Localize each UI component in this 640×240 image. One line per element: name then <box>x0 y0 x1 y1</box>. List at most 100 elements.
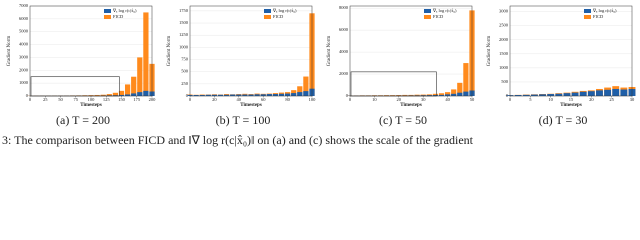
bar <box>547 94 555 96</box>
y-tick-label: 1000 <box>179 44 189 49</box>
bar <box>137 92 143 96</box>
x-tick-label: 25 <box>43 97 48 102</box>
subplot-caption: (d) T = 30 <box>539 113 588 127</box>
x-tick-label: 0 <box>349 97 352 102</box>
bar <box>457 82 463 96</box>
y-tick-label: 3000 <box>499 9 509 14</box>
x-tick-label: 40 <box>237 97 242 102</box>
x-axis-label: Timesteps <box>400 103 422 108</box>
x-tick-label: 15 <box>569 97 574 102</box>
bar <box>612 88 620 96</box>
bar <box>463 63 469 96</box>
y-tick-label: 250 <box>181 81 189 86</box>
x-tick-label: 50 <box>470 97 475 102</box>
y-tick-label: 3000 <box>19 54 29 59</box>
bar <box>432 93 439 96</box>
bar <box>579 91 587 96</box>
x-tick-label: 5 <box>529 97 532 102</box>
y-tick-label: 0 <box>346 93 349 98</box>
bar <box>438 94 445 96</box>
bar <box>82 95 88 96</box>
bar <box>236 94 242 96</box>
bar <box>131 76 137 96</box>
bar <box>112 95 119 96</box>
y-tick-label: 4000 <box>339 49 349 54</box>
x-tick-label: 0 <box>29 97 32 102</box>
bar <box>106 95 112 96</box>
subplot-caption: (a) T = 200 <box>56 113 110 127</box>
bar <box>620 89 628 96</box>
bar <box>118 94 125 96</box>
bar <box>563 93 571 96</box>
y-tick-label: 2000 <box>499 37 509 42</box>
bar <box>539 94 546 96</box>
legend-swatch <box>104 15 111 19</box>
x-tick-label: 10 <box>372 97 377 102</box>
x-axis-label: Timesteps <box>80 103 102 108</box>
bar <box>205 94 211 96</box>
bar <box>530 94 538 96</box>
bar <box>131 93 137 96</box>
subplot-caption: (b) T = 100 <box>216 113 271 127</box>
legend-swatch <box>264 9 271 13</box>
bar <box>137 57 143 96</box>
bar <box>303 91 309 96</box>
y-tick-label: 500 <box>181 69 189 74</box>
x-tick-label: 30 <box>630 97 635 102</box>
x-tick-label: 60 <box>261 97 266 102</box>
figure: 3: The comparison between FICD and ‖∇ lo… <box>2 3 636 147</box>
bar <box>278 93 285 96</box>
y-tick-label: 1000 <box>499 65 509 70</box>
y-tick-label: 8000 <box>339 5 349 10</box>
bar <box>596 90 603 96</box>
bar <box>248 94 254 96</box>
bar <box>444 92 451 96</box>
bar <box>284 93 291 96</box>
bar <box>254 94 260 96</box>
bar <box>438 93 445 96</box>
bar <box>230 94 236 96</box>
x-tick-label: 20 <box>397 97 402 102</box>
x-axis-label: Timesteps <box>560 103 582 108</box>
bar <box>291 93 297 96</box>
bar <box>414 95 420 96</box>
y-axis-label: Gradient Norm <box>487 36 492 67</box>
bar <box>522 94 530 96</box>
y-axis-label: Gradient Norm <box>167 36 172 67</box>
y-tick-label: 4000 <box>19 42 29 47</box>
bar <box>604 89 612 96</box>
bar <box>94 94 100 96</box>
x-axis-label: Timesteps <box>240 103 262 108</box>
bar <box>124 94 131 96</box>
bar <box>106 94 112 96</box>
y-axis-label: Gradient Norm <box>7 36 12 67</box>
bar <box>217 94 224 96</box>
bar <box>242 94 248 96</box>
bar <box>297 92 303 96</box>
plot-frame <box>509 5 633 97</box>
y-axis-label: Gradient Norm <box>327 36 332 67</box>
x-tick-label: 175 <box>133 97 141 102</box>
x-tick-label: 75 <box>74 97 79 102</box>
x-tick-label: 125 <box>103 97 111 102</box>
y-tick-label: 6000 <box>339 27 349 32</box>
x-tick-label: 40 <box>445 97 450 102</box>
y-tick-label: 2000 <box>19 67 29 72</box>
legend-label: FICD <box>593 14 604 19</box>
y-tick-label: 2500 <box>499 23 509 28</box>
x-tick-label: 0 <box>509 97 512 102</box>
y-tick-label: 0 <box>186 93 189 98</box>
figure-caption: 3: The comparison between FICD and ‖∇ lo… <box>2 133 474 147</box>
y-tick-label: 7000 <box>19 3 29 8</box>
legend-swatch <box>424 15 431 19</box>
bar <box>303 76 309 96</box>
bar <box>260 94 266 96</box>
bar <box>143 90 149 96</box>
legend-swatch <box>584 9 591 13</box>
x-tick-label: 150 <box>118 97 126 102</box>
bar <box>426 95 432 96</box>
bar <box>463 91 469 96</box>
legend-label: ∇ₓ log r(c|x̂₀) <box>592 8 617 13</box>
bar <box>112 92 119 96</box>
legend-swatch <box>104 9 111 13</box>
